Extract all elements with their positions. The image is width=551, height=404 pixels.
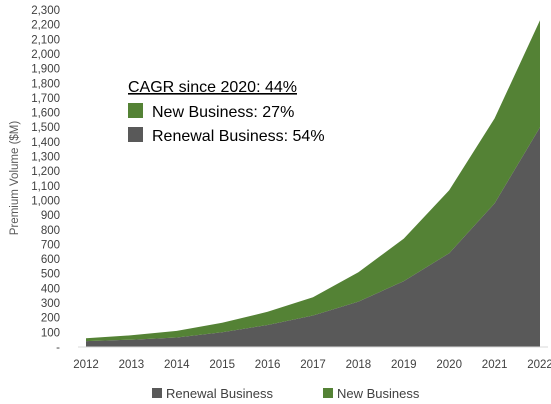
legend-label-renewal-business: Renewal Business (166, 386, 273, 401)
x-tick-label: 2013 (119, 359, 145, 371)
area-new-business (86, 20, 540, 342)
y-axis-title: Premium Volume ($M) (9, 121, 21, 236)
x-tick-label: 2015 (209, 359, 235, 371)
y-tick-label: 1,000 (31, 195, 60, 207)
y-tick-label: 600 (41, 254, 60, 266)
x-tick-label: 2020 (436, 359, 462, 371)
y-tick-label: 1,500 (31, 122, 60, 134)
cagr-title: CAGR since 2020: 44% (128, 79, 297, 96)
legend: Renewal Business New Business (152, 386, 420, 401)
y-tick-label: 300 (41, 298, 60, 310)
x-tick-label: 2022 (527, 359, 551, 371)
y-tick-label: 1,600 (31, 108, 60, 120)
y-tick-label: 2,300 (31, 5, 60, 17)
y-tick-label: 2,100 (31, 34, 60, 46)
y-tick-label: 200 (41, 313, 60, 325)
y-tick-label: 1,400 (31, 137, 60, 149)
x-axis-ticks: 2012 2013 2014 2015 2016 2017 2018 2019 2020 2021… (73, 359, 551, 371)
y-tick-label: - (56, 342, 60, 354)
x-tick-label: 2016 (255, 359, 281, 371)
x-tick-label: 2021 (482, 359, 508, 371)
annotation-new-business: New Business: 27% (152, 104, 294, 121)
y-tick-label: 1,800 (31, 78, 60, 90)
y-tick-label: 1,900 (31, 64, 60, 76)
annotation-renewal-business: Renewal Business: 54% (152, 128, 325, 145)
y-tick-label: 1,100 (31, 181, 60, 193)
y-tick-label: 2,200 (31, 20, 60, 32)
x-tick-label: 2019 (391, 359, 417, 371)
y-axis-ticks: - 100 200 300 400 500 600 700 800 900 1,000 1,100 1,… (31, 5, 60, 354)
area-series (86, 20, 540, 347)
legend-swatch-new-business (323, 388, 333, 398)
legend-label-new-business: New Business (337, 386, 420, 401)
y-tick-label: 1,700 (31, 93, 60, 105)
x-tick-label: 2014 (164, 359, 190, 371)
y-tick-label: 100 (41, 327, 60, 339)
x-tick-label: 2017 (300, 359, 326, 371)
x-tick-label: 2018 (346, 359, 372, 371)
y-tick-label: 1,300 (31, 152, 60, 164)
y-tick-label: 1,200 (31, 166, 60, 178)
y-tick-label: 900 (41, 210, 60, 222)
y-tick-label: 800 (41, 225, 60, 237)
y-tick-label: 500 (41, 269, 60, 281)
legend-swatch-renewal-business (152, 388, 162, 398)
y-tick-label: 2,000 (31, 49, 60, 61)
annotation-swatch-new-business (128, 103, 143, 118)
x-tick-label: 2012 (73, 359, 99, 371)
cagr-annotation: CAGR since 2020: 44% New Business: 27% R… (128, 79, 325, 145)
area-renewal-business (86, 127, 540, 347)
y-tick-label: 400 (41, 283, 60, 295)
annotation-swatch-renewal-business (128, 127, 143, 142)
y-tick-label: 700 (41, 239, 60, 251)
